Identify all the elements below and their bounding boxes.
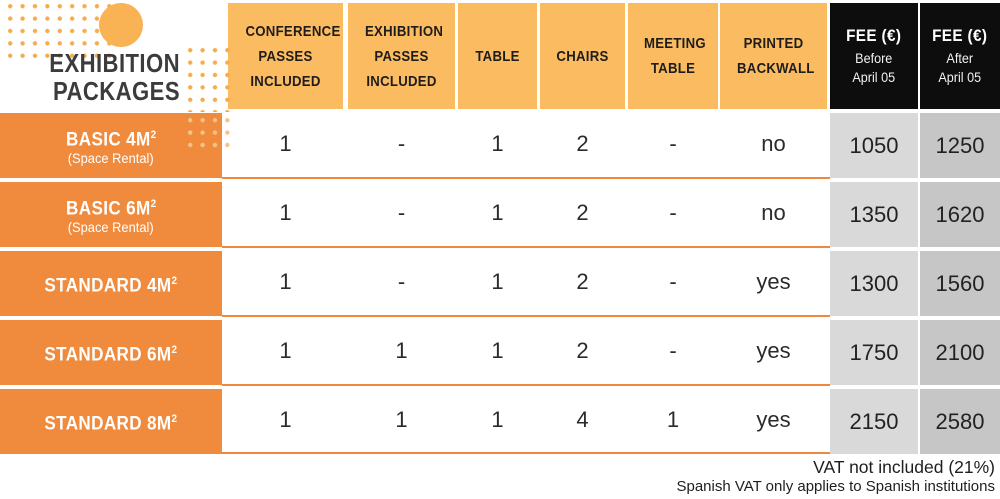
table-cell: 1 bbox=[222, 109, 343, 178]
column-header-table: TABLE bbox=[455, 0, 537, 109]
table-cell: - bbox=[343, 178, 455, 247]
fee-before-cell: 1300 bbox=[827, 247, 918, 316]
table-cell: no bbox=[718, 109, 827, 178]
row-separator-line bbox=[222, 177, 830, 179]
table-cell: - bbox=[343, 109, 455, 178]
fee-after-cell: 2100 bbox=[918, 316, 1000, 385]
package-name: BASIC 4M bbox=[65, 129, 151, 151]
package-name: STANDARD 8M bbox=[44, 413, 172, 435]
fee-subtitle: Before April 05 bbox=[852, 49, 896, 85]
table-cell: 1 bbox=[222, 178, 343, 247]
column-header-conference-passes: CONFERENCE PASSES INCLUDED bbox=[222, 0, 343, 109]
table-cell: 2 bbox=[537, 247, 625, 316]
superscript: 2 bbox=[150, 197, 157, 210]
table-cell: 1 bbox=[455, 247, 537, 316]
column-header-label: CHAIRS bbox=[556, 47, 609, 65]
table-cell: yes bbox=[718, 385, 827, 454]
table-cell: 1 bbox=[343, 385, 455, 454]
row-separator-line bbox=[222, 246, 830, 248]
row-label-standard-4m: STANDARD 4M2 bbox=[0, 247, 222, 316]
accent-circle bbox=[99, 3, 143, 47]
row-separator-line bbox=[222, 452, 830, 454]
table-cell: 1 bbox=[222, 247, 343, 316]
fee-before-cell: 1750 bbox=[827, 316, 918, 385]
table-cell: - bbox=[625, 316, 718, 385]
fee-before-cell: 2150 bbox=[827, 385, 918, 454]
table-cell: yes bbox=[718, 316, 827, 385]
table-cell: 1 bbox=[455, 316, 537, 385]
row-separator-line bbox=[222, 315, 830, 317]
table-cell: 1 bbox=[222, 385, 343, 454]
table-cell: 4 bbox=[537, 385, 625, 454]
superscript: 2 bbox=[171, 412, 178, 425]
package-name: STANDARD 4M bbox=[44, 275, 172, 297]
column-header-label: MEETING TABLE bbox=[643, 35, 706, 77]
table-cell: - bbox=[343, 247, 455, 316]
column-header-label: PRINTED BACKWALL bbox=[736, 35, 815, 77]
fee-after-cell: 1250 bbox=[918, 109, 1000, 178]
page-title-line2: PACKAGES bbox=[52, 76, 180, 106]
column-header-label: EXHIBITION PASSES INCLUDED bbox=[364, 22, 444, 90]
dot-pattern-top-left bbox=[2, 0, 114, 58]
row-label-standard-6m: STANDARD 6M2 bbox=[0, 316, 222, 385]
package-name: BASIC 6M bbox=[65, 198, 151, 220]
table-cell: 1 bbox=[222, 316, 343, 385]
table-cell: 1 bbox=[625, 385, 718, 454]
table-cell: yes bbox=[718, 247, 827, 316]
table-cell: 1 bbox=[343, 316, 455, 385]
table-cell: 1 bbox=[455, 385, 537, 454]
column-header-chairs: CHAIRS bbox=[537, 0, 625, 109]
vat-note-line2: Spanish VAT only applies to Spanish inst… bbox=[676, 478, 995, 495]
package-subtitle: (Space Rental) bbox=[68, 219, 154, 236]
column-header-label: CONFERENCE PASSES INCLUDED bbox=[245, 22, 341, 90]
dot-pattern-right-of-title bbox=[182, 42, 232, 112]
column-header-exhibition-passes: EXHIBITION PASSES INCLUDED bbox=[343, 0, 455, 109]
fee-after-cell: 1620 bbox=[918, 178, 1000, 247]
fee-after-cell: 1560 bbox=[918, 247, 1000, 316]
package-subtitle: (Space Rental) bbox=[68, 150, 154, 167]
column-header-meeting-table: MEETING TABLE bbox=[625, 0, 718, 109]
dot-pattern-on-label bbox=[182, 112, 232, 148]
column-header-fee-before: FEE (€) Before April 05 bbox=[827, 0, 918, 109]
row-label-standard-8m: STANDARD 8M2 bbox=[0, 385, 222, 454]
column-header-label: TABLE bbox=[475, 47, 520, 65]
fee-before-cell: 1350 bbox=[827, 178, 918, 247]
fee-title: FEE (€) bbox=[846, 25, 902, 45]
superscript: 2 bbox=[171, 343, 178, 356]
page-title-line1: EXHIBITION bbox=[49, 48, 180, 78]
page-title: EXHIBITION PACKAGES bbox=[27, 49, 180, 105]
package-name: STANDARD 6M bbox=[44, 344, 172, 366]
table-cell: 2 bbox=[537, 109, 625, 178]
table-cell: - bbox=[625, 109, 718, 178]
table-cell: no bbox=[718, 178, 827, 247]
pricing-grid: CONFERENCE PASSES INCLUDED EXHIBITION PA… bbox=[0, 0, 1000, 454]
table-cell: - bbox=[625, 247, 718, 316]
fee-after-cell: 2580 bbox=[918, 385, 1000, 454]
column-header-fee-after: FEE (€) After April 05 bbox=[918, 0, 1000, 109]
fee-title: FEE (€) bbox=[932, 25, 988, 45]
vat-note-line1: VAT not included (21%) bbox=[813, 457, 995, 477]
row-separator-line bbox=[222, 384, 830, 386]
table-cell: 2 bbox=[537, 178, 625, 247]
table-cell: 1 bbox=[455, 109, 537, 178]
superscript: 2 bbox=[150, 128, 157, 141]
vat-note: VAT not included (21%) Spanish VAT only … bbox=[676, 457, 995, 496]
table-cell: 2 bbox=[537, 316, 625, 385]
row-label-basic-6m: BASIC 6M2 (Space Rental) bbox=[0, 178, 222, 247]
table-cell: 1 bbox=[455, 178, 537, 247]
column-header-printed-backwall: PRINTED BACKWALL bbox=[718, 0, 827, 109]
table-cell: - bbox=[625, 178, 718, 247]
superscript: 2 bbox=[171, 274, 178, 287]
fee-subtitle: After April 05 bbox=[938, 49, 982, 85]
fee-before-cell: 1050 bbox=[827, 109, 918, 178]
